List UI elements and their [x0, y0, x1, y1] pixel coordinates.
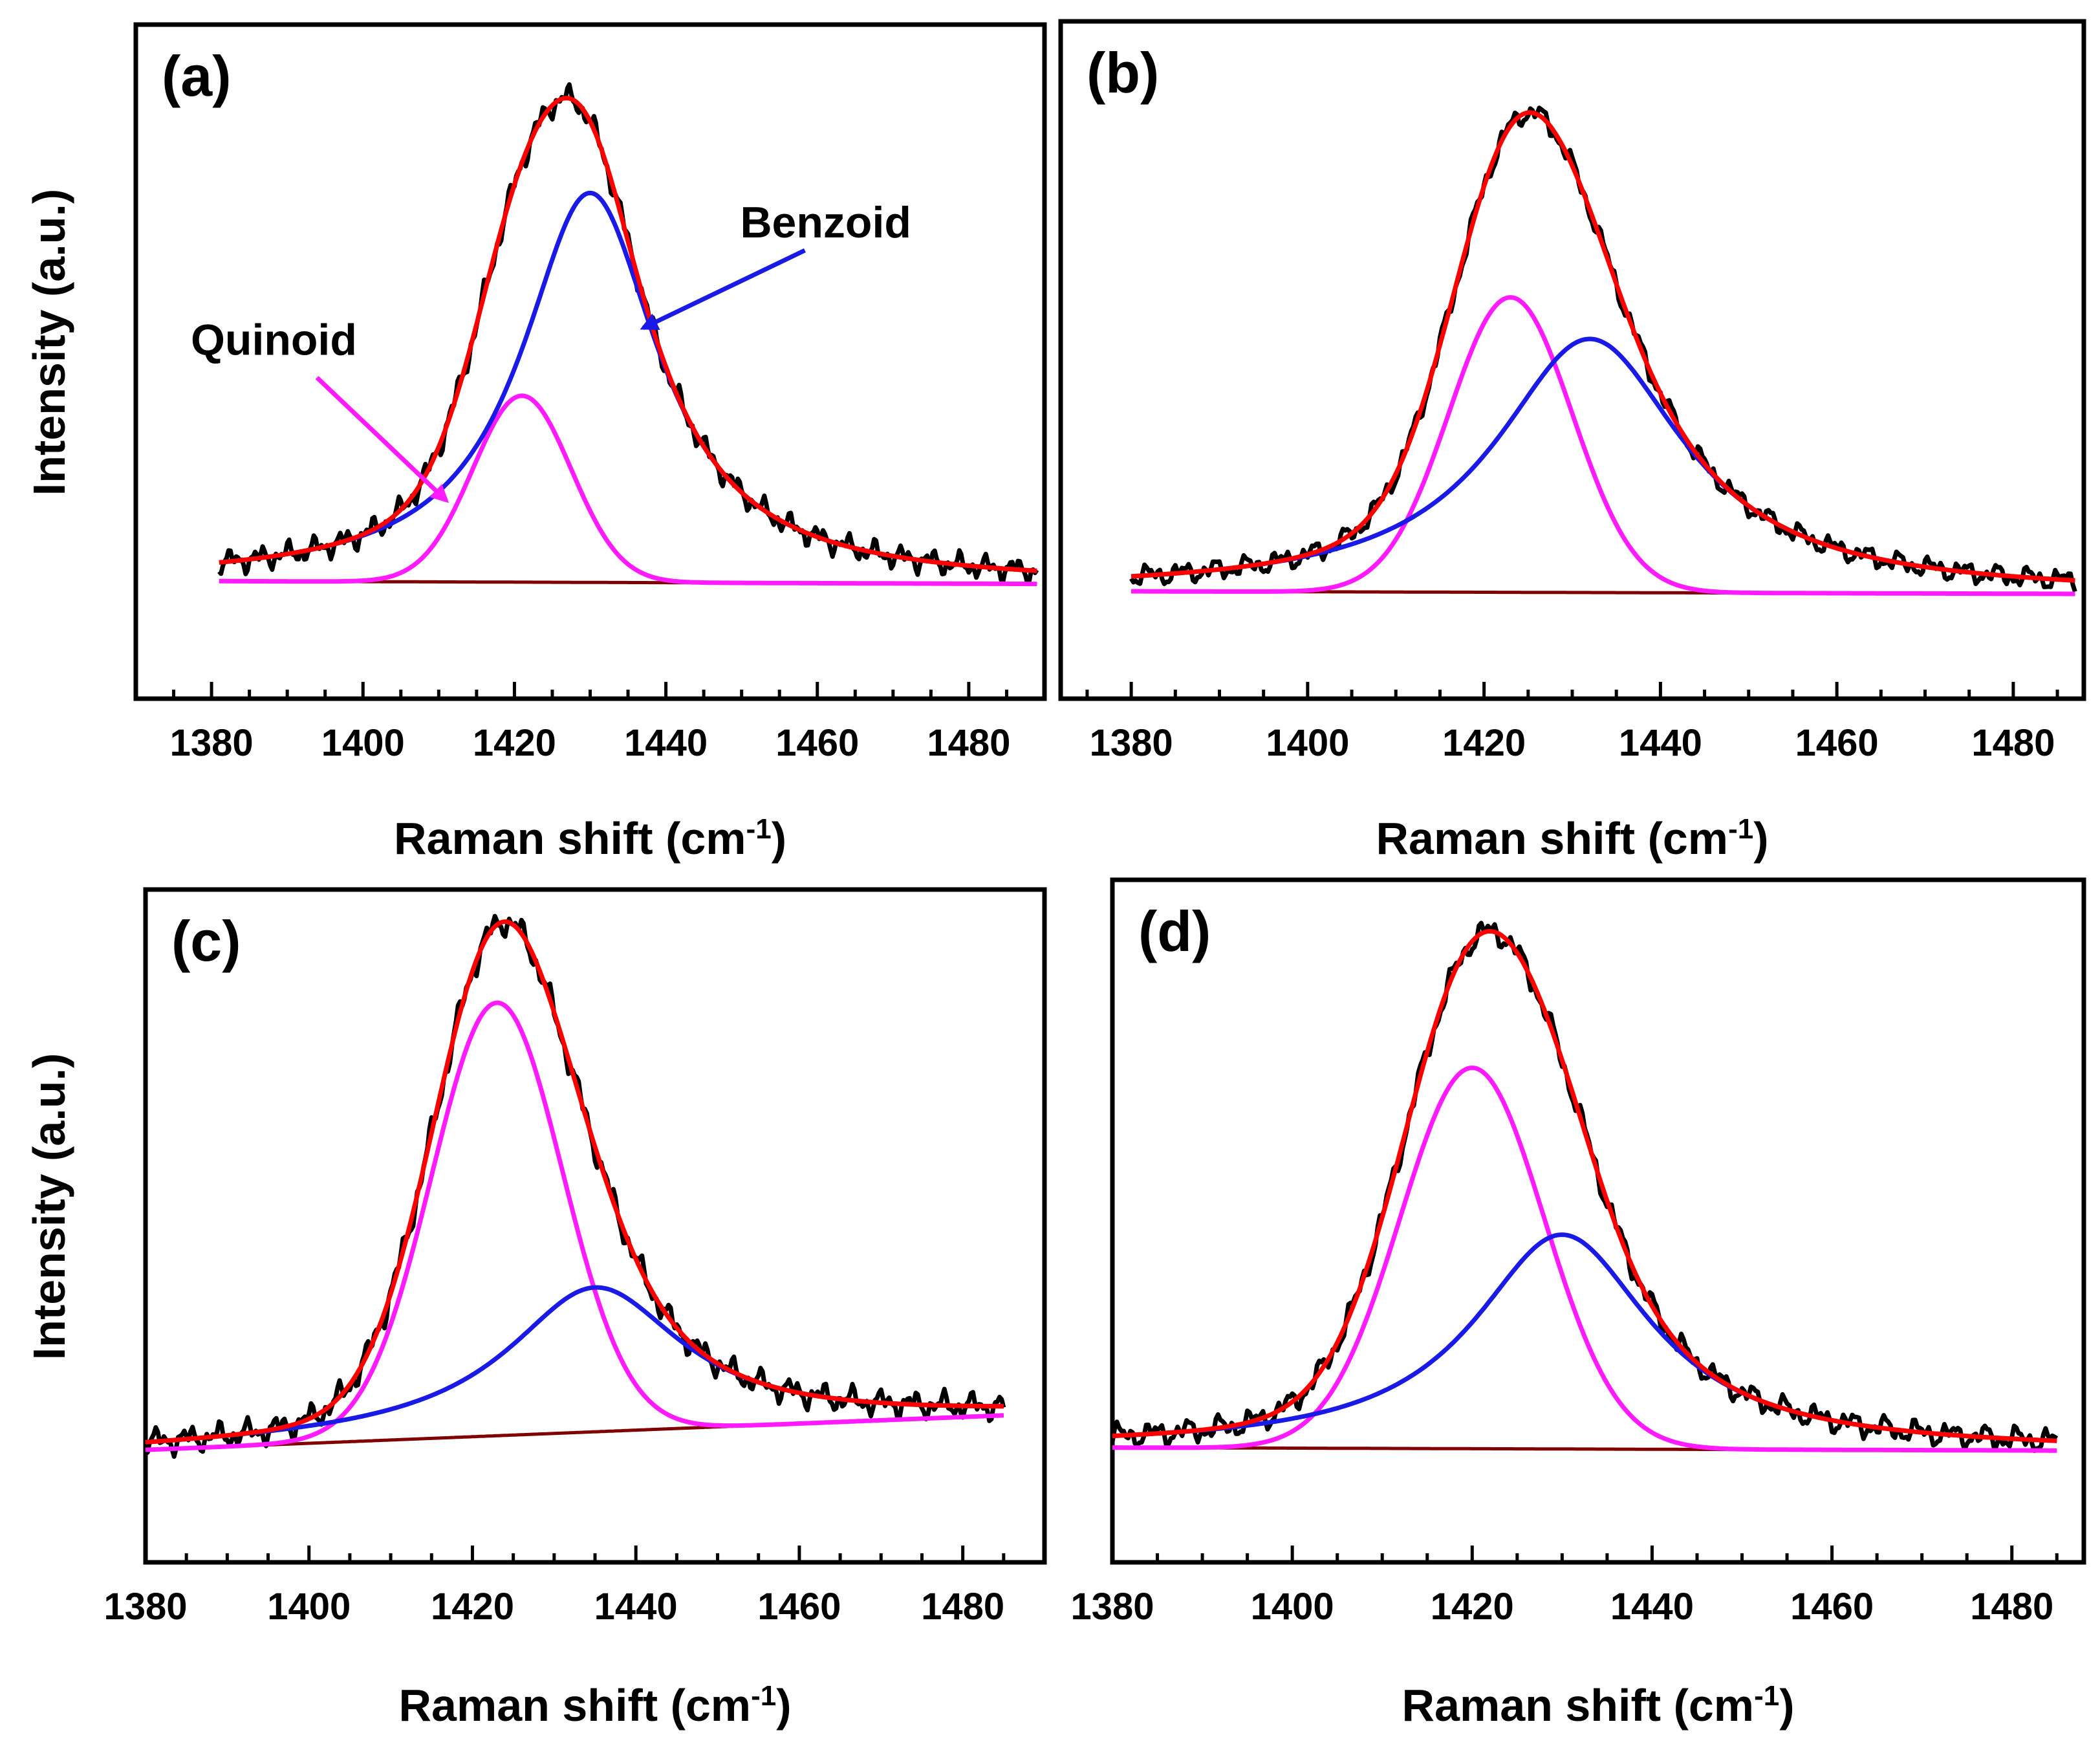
- x-axis-title: Raman shift (cm-1): [1376, 813, 1769, 864]
- x-tick-label: 1420: [1442, 722, 1526, 764]
- quinoid-label: Quinoid: [191, 316, 357, 365]
- x-tick-label: 1480: [1970, 1586, 2053, 1628]
- x-tick-label: 1440: [1610, 1586, 1694, 1628]
- benzoid-peak-line: [1131, 336, 2075, 583]
- fit-line: [1131, 110, 2075, 583]
- x-tick-label: 1440: [594, 1586, 678, 1628]
- x-tick-label: 1460: [775, 722, 859, 764]
- panel-c: 1380 1400 1420 1440 1460 1480 Raman shift (cm-…: [24, 887, 1047, 1731]
- x-tick-label: 1420: [431, 1586, 514, 1628]
- quinoid-arrow: [315, 376, 449, 503]
- plot-frame: [143, 887, 1047, 1565]
- x-tick-label: 1460: [1795, 722, 1879, 764]
- quinoid-peak-line: [145, 1000, 1004, 1452]
- plot-frame: [1110, 877, 2086, 1565]
- x-tick-label: 1380: [103, 1586, 187, 1628]
- x-tick-label: 1400: [1266, 722, 1349, 764]
- raw-spectrum-line: [1110, 921, 2059, 1453]
- fit-line: [145, 919, 1004, 1445]
- benzoid-arrow: [640, 248, 806, 331]
- x-axis-title: Raman shift (cm-1): [399, 1680, 792, 1731]
- x-tick-label: 1400: [321, 722, 405, 764]
- x-tick-label: 1380: [1070, 1586, 1154, 1628]
- x-tick-label: 1440: [1619, 722, 1702, 764]
- raw-spectrum-line: [1129, 105, 2077, 593]
- panel-a: 1380 1400 1420 1440 1460 1480 Raman shift (cm-…: [24, 22, 1047, 864]
- x-tick-label: 1480: [927, 722, 1010, 764]
- fit-line: [1112, 928, 2057, 1443]
- x-tick-label: 1420: [473, 722, 556, 764]
- panel-label: (d): [1138, 899, 1211, 963]
- panel-d: 1380 1400 1420 1440 1460 1480 Raman shift (cm-…: [1070, 877, 2086, 1731]
- quinoid-peak-line: [219, 393, 1037, 587]
- x-tick-label: 1460: [757, 1586, 841, 1628]
- y-axis-title: Intensity (a.u.): [24, 1053, 74, 1360]
- x-axis-title: Raman shift (cm-1): [394, 813, 786, 864]
- y-axis-title: Intensity (a.u.): [24, 189, 74, 496]
- plot-frame: [1058, 19, 2086, 701]
- x-axis-title: Raman shift (cm-1): [1402, 1680, 1795, 1731]
- x-tick-label: 1420: [1431, 1586, 1514, 1628]
- x-tick-label: 1380: [1090, 722, 1173, 764]
- panel-label: (c): [171, 909, 241, 973]
- x-tick-label: 1400: [1251, 1586, 1334, 1628]
- quinoid-peak-line: [1112, 1065, 2057, 1453]
- quinoid-peak-line: [1131, 295, 2075, 596]
- x-tick-label: 1440: [624, 722, 708, 764]
- x-tick-label: 1480: [921, 1586, 1004, 1628]
- panel-label: (b): [1087, 41, 1159, 105]
- benzoid-label: Benzoid: [740, 198, 911, 247]
- x-tick-label: 1380: [170, 722, 254, 764]
- x-tick-label: 1400: [267, 1586, 351, 1628]
- panel-b: 1380 1400 1420 1440 1460 1480 Raman shift (cm-…: [1058, 19, 2086, 864]
- fit-line: [219, 96, 1037, 573]
- panel-label: (a): [162, 44, 232, 108]
- raw-spectrum-line: [144, 913, 1006, 1459]
- x-tick-label: 1480: [1971, 722, 2055, 764]
- x-tick-label: 1460: [1790, 1586, 1874, 1628]
